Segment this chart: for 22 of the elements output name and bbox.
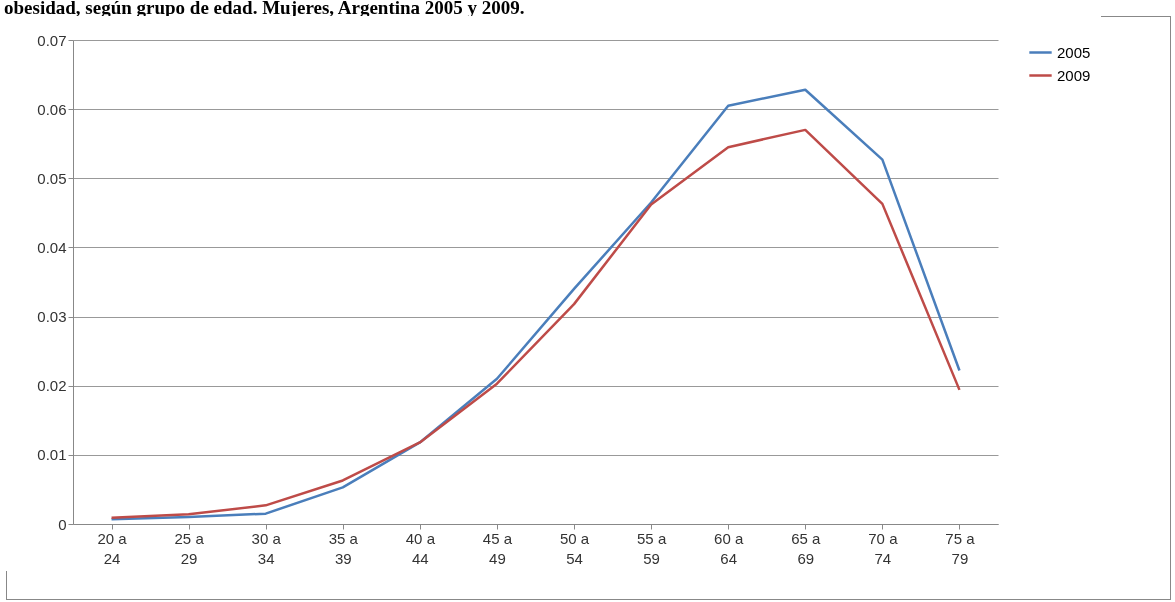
y-tick-label: 0.03 [37,308,67,326]
x-tick-label: 45 a 49 [482,529,513,567]
y-tick-label: 0 [58,515,67,533]
x-tick-label: 50 a 54 [559,529,590,567]
x-tick-label: 70 a 74 [868,529,899,567]
legend-label: 2005 [1057,43,1091,61]
x-tick-label: 60 a 64 [714,529,744,567]
x-tick-label: 55 a 59 [637,529,667,567]
x-tick-label: 40 a 44 [405,529,436,567]
y-tick-label: 0.07 [37,31,67,49]
x-tick-label: 75 a 79 [945,529,976,567]
legend-label: 2009 [1057,66,1091,84]
y-tick-label: 0.01 [37,446,67,464]
x-tick-label: 20 a 24 [97,529,128,567]
y-tick-label: 0.02 [37,377,67,395]
y-tick-label: 0.05 [37,169,67,187]
x-tick-label: 65 a 69 [791,529,822,567]
y-tick-label: 0.04 [37,238,67,256]
x-tick-label: 25 a 29 [174,529,205,567]
x-tick-label: 30 a 34 [251,529,282,567]
y-tick-label: 0.06 [37,100,67,118]
x-tick-label: 35 a 39 [328,529,359,567]
